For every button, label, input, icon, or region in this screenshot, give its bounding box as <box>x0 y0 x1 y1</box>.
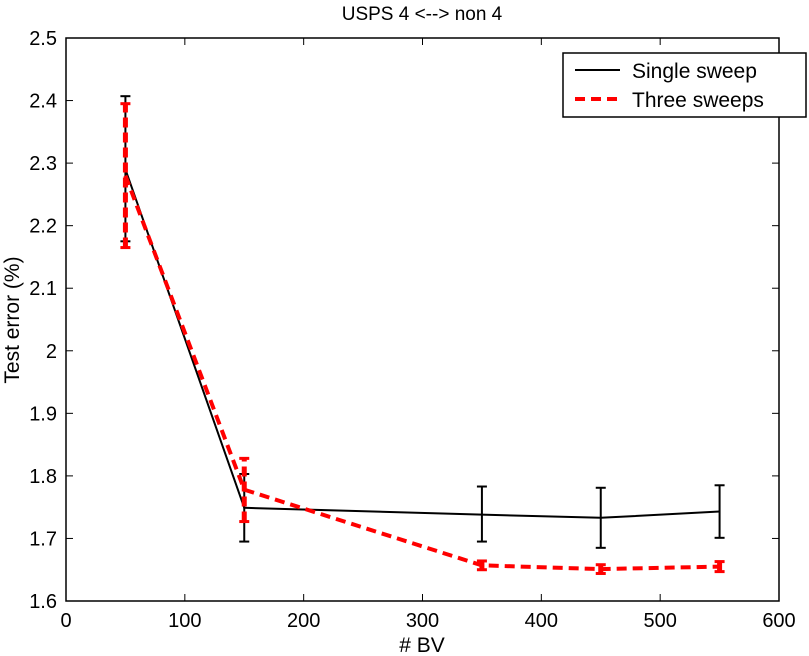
x-tick-label: 400 <box>525 610 558 632</box>
y-tick-label: 2.3 <box>29 153 57 175</box>
x-tick-label: 100 <box>168 610 201 632</box>
y-tick-label: 1.6 <box>29 591 57 613</box>
axis-ticks: 0 100 200 300 400 500 600 1.6 1.7 1.8 1.9 2 2.1 2.2 2.… <box>29 28 796 632</box>
y-tick-label: 1.8 <box>29 466 57 488</box>
x-tick-label: 200 <box>287 610 320 632</box>
y-tick-label: 2.4 <box>29 91 57 113</box>
legend-label-single-sweep: Single sweep <box>632 60 757 83</box>
y-tick-label: 1.9 <box>29 403 57 425</box>
y-axis-label: Test error (%) <box>1 256 24 383</box>
series-layer <box>120 95 725 575</box>
y-tick-label: 1.7 <box>29 528 57 550</box>
legend-box <box>562 52 807 118</box>
y-tick-label: 2 <box>46 341 57 363</box>
plot-area <box>65 37 780 602</box>
legend-label-three-sweeps: Three sweeps <box>632 89 764 112</box>
x-tick-label: 0 <box>60 610 71 632</box>
y-tick-label: 2.5 <box>29 28 57 50</box>
x-tick-label: 600 <box>762 610 795 632</box>
y-tick-label: 2.2 <box>29 216 57 238</box>
y-tick-label: 2.1 <box>29 278 57 300</box>
legend: Single sweep Three sweeps <box>562 52 807 118</box>
x-axis-label: # BV <box>399 634 445 656</box>
chart-title: USPS 4 <--> non 4 <box>342 4 503 25</box>
series-three-sweeps <box>120 102 725 575</box>
x-tick-label: 500 <box>643 610 676 632</box>
x-tick-label: 300 <box>406 610 439 632</box>
